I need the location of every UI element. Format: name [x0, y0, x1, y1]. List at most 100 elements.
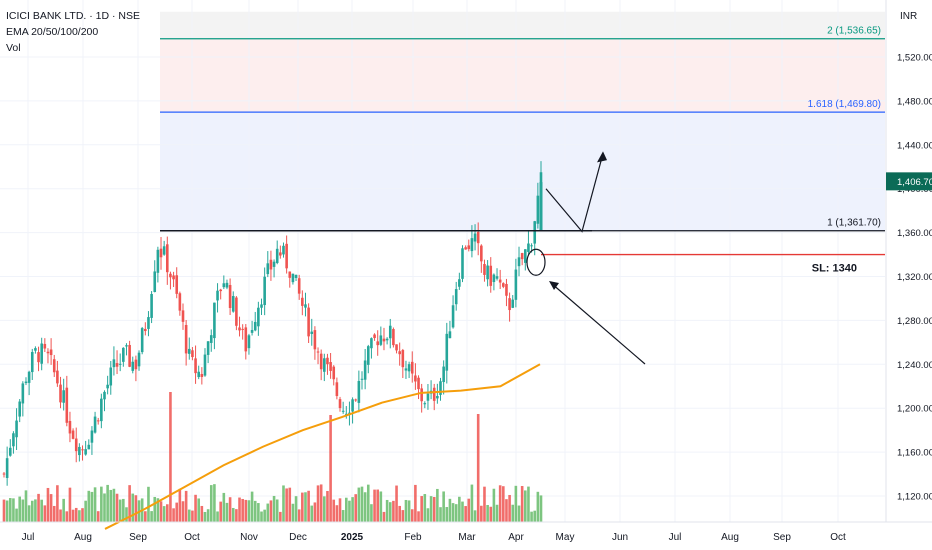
volume-bar: [351, 497, 354, 522]
zone-top: [160, 11, 885, 39]
candle-body: [448, 331, 452, 339]
candle-body: [34, 348, 37, 351]
retest-circle: [526, 248, 546, 276]
price-tick-label: 1,240.00: [897, 360, 932, 371]
candle-body: [395, 344, 398, 351]
projection-path: [545, 153, 604, 233]
candle-body: [137, 352, 141, 367]
volume-bar: [15, 508, 18, 522]
price-tick-label: 1,520.00: [897, 53, 932, 64]
volume-bar: [206, 509, 210, 522]
candle-body: [81, 449, 84, 451]
fib-zones: [160, 11, 885, 231]
candle-body: [187, 348, 191, 354]
volume-bar: [175, 502, 179, 522]
volume-bar: [266, 503, 270, 522]
zone-fib-2: [160, 38, 885, 113]
candle-body: [486, 265, 489, 280]
candle-body: [30, 352, 34, 373]
candle-body: [523, 249, 527, 263]
candle-body: [253, 321, 257, 331]
volume-bar: [197, 498, 201, 522]
volume-bar: [159, 501, 163, 522]
candle-body: [96, 420, 100, 422]
volume-bar: [388, 502, 392, 522]
volume-bar: [187, 509, 191, 522]
fib-label: 2 (1,536.65): [827, 26, 881, 37]
candle-body: [200, 373, 204, 378]
volume-bar: [5, 500, 9, 522]
candle-body: [467, 245, 471, 250]
volume-bar: [392, 500, 395, 522]
time-tick-label: Oct: [830, 532, 846, 543]
candle-body: [191, 350, 194, 358]
volume-bar: [216, 511, 219, 522]
volume-bar: [489, 506, 493, 522]
candle-body: [131, 361, 135, 371]
volume-bar: [467, 498, 471, 522]
candle-body: [420, 388, 423, 402]
candle-body: [178, 293, 182, 311]
volume-bar: [209, 485, 213, 522]
volume-bar: [46, 487, 50, 522]
candle-body: [357, 380, 361, 403]
volume-bar: [363, 492, 367, 522]
volume-bar: [65, 511, 69, 522]
volume-bar: [502, 486, 505, 522]
volume-bar: [115, 493, 119, 522]
volume-bar: [228, 497, 232, 522]
price-tick-label: 1,320.00: [897, 272, 932, 283]
time-tick-label: Sep: [773, 532, 791, 543]
candle-body: [366, 346, 370, 365]
volume-bar: [517, 505, 521, 522]
candle-body: [175, 275, 179, 294]
candle-body: [238, 327, 241, 331]
candle-body: [68, 420, 72, 434]
candle-body: [382, 338, 386, 342]
volume-bar: [423, 494, 427, 522]
candle-body: [316, 351, 320, 353]
candle-body: [90, 430, 94, 443]
candle-body: [527, 243, 530, 252]
volume-bar: [93, 487, 97, 522]
volume-bar: [417, 511, 420, 522]
candle-body: [5, 458, 9, 478]
volume-bar: [40, 499, 43, 522]
currency-label[interactable]: INR: [900, 11, 918, 22]
time-tick-label: Oct: [184, 532, 200, 543]
volume-bar: [398, 505, 401, 522]
time-tick-label: Jul: [669, 532, 682, 543]
candle-body: [401, 350, 405, 368]
candle-body: [536, 195, 540, 224]
candle-body: [495, 276, 499, 279]
volume-label[interactable]: Vol: [6, 42, 21, 54]
candle-body: [93, 416, 97, 433]
volume-bar: [78, 510, 81, 522]
indicator-label[interactable]: EMA 20/50/100/200: [6, 26, 99, 38]
candle-body: [8, 447, 12, 456]
volume-bar: [341, 510, 345, 522]
candle-body: [247, 335, 251, 349]
volume-bar: [445, 507, 449, 522]
volume-bar: [451, 503, 455, 522]
candle-body: [335, 382, 339, 397]
candle-body: [458, 279, 461, 287]
candle-body: [228, 284, 232, 308]
candle-body: [122, 347, 125, 362]
time-tick-label: May: [556, 532, 575, 543]
symbol-title[interactable]: ICICI BANK LTD. · 1D · NSE: [6, 10, 140, 22]
volume-bar: [454, 504, 458, 522]
pointer-arrowhead: [549, 281, 559, 290]
candle-body: [24, 381, 28, 384]
volume-bar: [291, 503, 295, 522]
time-tick-label: Mar: [458, 532, 476, 543]
candle-body: [134, 359, 138, 370]
candle-body: [323, 358, 326, 372]
candle-body: [329, 362, 332, 371]
candle-body: [37, 352, 40, 363]
volume-bar: [404, 499, 408, 522]
candle-body: [62, 390, 65, 403]
volume-bar: [194, 494, 197, 522]
candle-body: [169, 273, 172, 278]
